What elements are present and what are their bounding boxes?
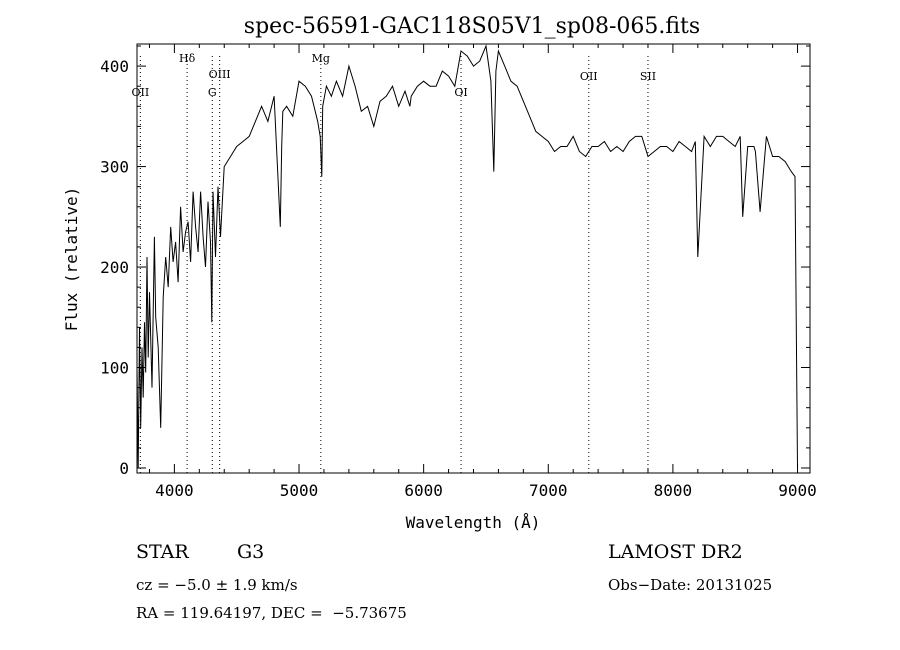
spectrum-line bbox=[136, 44, 798, 469]
redshift-readout: cz = −5.0 ± 1.9 km/s bbox=[136, 576, 298, 594]
line-marker-label: OIII bbox=[209, 68, 231, 81]
line-marker-label: G bbox=[208, 86, 217, 99]
axis-ticks: 4000 5000 6000 7000 8000 9000 0 100 200 300 400 bbox=[100, 44, 817, 500]
line-marker-label: Mg bbox=[312, 52, 330, 65]
y-axis-label: Flux (relative) bbox=[62, 187, 81, 332]
observation-date: Obs−Date: 20131025 bbox=[608, 576, 773, 594]
object-class: STAR bbox=[136, 541, 189, 563]
y-tick-label: 400 bbox=[100, 57, 129, 76]
x-tick-label: 7000 bbox=[529, 481, 568, 500]
line-markers: OII Hδ G OIII Mg OI OII SII bbox=[132, 52, 656, 473]
coordinates-readout: RA = 119.64197, DEC = −5.73675 bbox=[136, 604, 407, 622]
line-marker-label: SII bbox=[640, 70, 656, 83]
plot-frame bbox=[136, 43, 811, 474]
survey-name: LAMOST DR2 bbox=[608, 541, 743, 563]
x-tick-label: 4000 bbox=[155, 481, 194, 500]
y-tick-label: 100 bbox=[100, 359, 129, 378]
y-tick-label: 200 bbox=[100, 258, 129, 277]
x-tick-label: 9000 bbox=[778, 481, 817, 500]
line-marker-label: OII bbox=[580, 70, 598, 83]
line-marker-label: OII bbox=[132, 86, 150, 99]
x-axis-label: Wavelength (Å) bbox=[406, 513, 541, 532]
y-tick-label: 0 bbox=[119, 459, 129, 478]
line-marker-label: OI bbox=[454, 86, 467, 99]
x-tick-label: 5000 bbox=[280, 481, 319, 500]
chart-title: spec-56591-GAC118S05V1_sp08-065.fits bbox=[244, 14, 700, 39]
line-marker-label: Hδ bbox=[179, 52, 196, 65]
x-tick-label: 8000 bbox=[654, 481, 693, 500]
x-tick-label: 6000 bbox=[404, 481, 443, 500]
spectral-subclass: G3 bbox=[237, 541, 265, 563]
y-tick-label: 300 bbox=[100, 158, 129, 177]
